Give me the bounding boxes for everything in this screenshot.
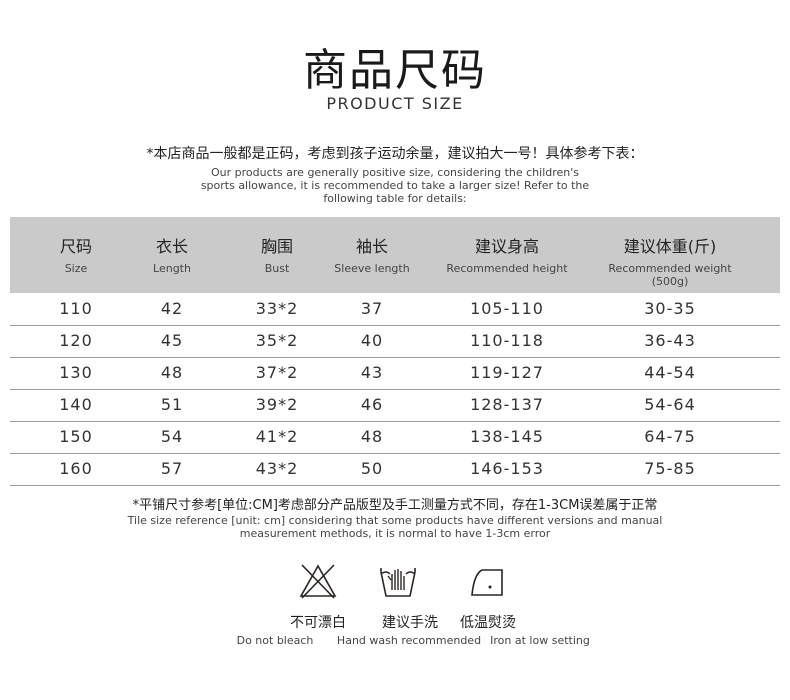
column-header: 建议体重(斤) Recommended weight (500g) (608, 233, 731, 288)
table-cell: 130 (59, 363, 93, 382)
table-row: 150 54 41*2 48 138-145 64-75 (10, 421, 780, 454)
column-header-en: Sleeve length (334, 262, 410, 275)
table-cell: 140 (59, 395, 93, 414)
column-header: 尺码 Size (60, 233, 92, 275)
care-label-en: Do not bleach (236, 634, 314, 647)
table-cell: 42 (160, 299, 184, 318)
table-cell: 37*2 (255, 363, 299, 382)
table-row: 160 57 43*2 50 146-153 75-85 (10, 453, 780, 486)
table-cell: 45 (160, 331, 184, 350)
column-header-en: Recommended height (446, 262, 568, 275)
table-cell: 146-153 (470, 459, 544, 478)
table-row: 120 45 35*2 40 110-118 36-43 (10, 325, 780, 358)
table-cell: 54-64 (644, 395, 696, 414)
table-cell: 46 (360, 395, 384, 414)
table-cell: 37 (360, 299, 384, 318)
hand-wash-icon (380, 568, 416, 597)
no-bleach-icon (299, 564, 337, 599)
table-row: 140 51 39*2 46 128-137 54-64 (10, 389, 780, 422)
table-cell: 43*2 (255, 459, 299, 478)
table-cell: 75-85 (644, 459, 696, 478)
column-header: 袖长 Sleeve length (334, 233, 409, 275)
column-header-cn: 建议身高 (474, 237, 539, 256)
intro-note-en: Our products are generally positive size… (200, 166, 590, 205)
column-header: 建议身高 Recommended height (446, 233, 567, 275)
column-header-en: Recommended weight (608, 262, 732, 275)
page-subtitle: PRODUCT SIZE (326, 94, 464, 113)
table-cell: 105-110 (470, 299, 544, 318)
table-cell: 48 (360, 427, 384, 446)
table-cell: 160 (59, 459, 93, 478)
table-cell: 50 (360, 459, 384, 478)
table-cell: 40 (360, 331, 384, 350)
iron-low-icon (471, 569, 503, 596)
table-cell: 36-43 (644, 331, 696, 350)
table-cell: 110-118 (470, 331, 544, 350)
table-row: 110 42 33*2 37 105-110 30-35 (10, 293, 780, 326)
column-header-cn: 胸围 (260, 237, 294, 256)
care-label-en: Iron at low setting (490, 634, 590, 647)
table-cell: 39*2 (255, 395, 299, 414)
column-header-unit: (500g) (651, 275, 689, 288)
table-cell: 64-75 (644, 427, 696, 446)
table-cell: 119-127 (470, 363, 544, 382)
table-cell: 120 (59, 331, 93, 350)
table-cell: 51 (160, 395, 184, 414)
table-cell: 33*2 (255, 299, 299, 318)
column-header-en: Bust (264, 262, 290, 275)
table-cell: 30-35 (644, 299, 696, 318)
table-cell: 35*2 (255, 331, 299, 350)
table-cell: 44-54 (644, 363, 696, 382)
table-cell: 110 (59, 299, 93, 318)
column-header-cn: 建议体重(斤) (623, 237, 717, 256)
footnote-en: Tile size reference [unit: cm] consideri… (127, 514, 663, 540)
care-label-cn: 建议手洗 (382, 615, 438, 631)
intro-note-cn: *本店商品一般都是正码，考虑到孩子运动余量，建议拍大一号！具体参考下表： (146, 146, 644, 162)
column-header-en: Size (64, 262, 88, 275)
table-cell: 57 (160, 459, 184, 478)
care-label-cn: 不可漂白 (290, 615, 346, 631)
page-title: 商品尺码 (303, 45, 487, 96)
table-header: 尺码 Size 衣长 Length 胸围 Bust 袖长 Sleeve length 建议身高 R… (10, 217, 780, 293)
table-cell: 128-137 (470, 395, 544, 414)
table-row: 130 48 37*2 43 119-127 44-54 (10, 357, 780, 390)
table-cell: 138-145 (470, 427, 544, 446)
footnote-cn: *平铺尺寸参考[单位:CM]考虑部分产品版型及手工测量方式不同，存在1-3CM误… (132, 498, 658, 513)
table-cell: 48 (160, 363, 184, 382)
column-header-cn: 袖长 (355, 237, 389, 256)
care-label-en: Hand wash recommended (336, 634, 482, 647)
table-cell: 43 (360, 363, 384, 382)
column-header-cn: 尺码 (59, 237, 93, 256)
table-cell: 41*2 (255, 427, 299, 446)
table-cell: 54 (160, 427, 184, 446)
column-header: 衣长 Length (153, 233, 191, 275)
column-header: 胸围 Bust (261, 233, 293, 275)
column-header-cn: 衣长 (155, 237, 189, 256)
care-label-cn: 低温熨烫 (460, 615, 516, 631)
column-header-en: Length (153, 262, 191, 275)
table-cell: 150 (59, 427, 93, 446)
